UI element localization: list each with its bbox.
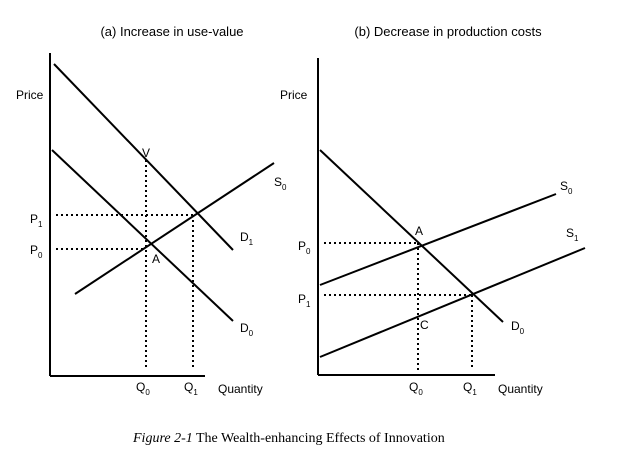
panel-a: (a) Increase in use-value Price V A S0 D… [16,24,287,397]
panel-b-supply-s1-line [319,247,586,358]
panel-a-demand-d1-line [53,63,234,251]
panel-a-supply-s0-line [74,162,275,295]
panel-b-q1-label: Q1 [463,380,477,397]
panel-b-point-c-label: C [420,318,429,332]
panel-a-title: (a) Increase in use-value [100,24,243,39]
panel-a-demand-d1-label: D1 [240,230,254,247]
panel-a-point-v-label: V [142,146,150,160]
panel-b-supply-s0-label: S0 [560,179,573,196]
panel-a-x-axis-label: Quantity [218,382,263,396]
panel-b-point-a-label: A [415,224,423,238]
figure-caption: Figure 2-1 The Wealth-enhancing Effects … [132,431,445,446]
panel-b-p0-label: P0 [298,239,311,256]
figure-caption-label: Figure 2-1 [132,431,193,446]
panel-b-supply-s1-label: S1 [566,226,579,243]
panel-b-demand-d0-line [319,149,504,323]
panel-a-p0-label: P0 [30,243,43,260]
panel-a-q1-label: Q1 [184,380,198,397]
panel-a-point-a-label: A [152,252,160,266]
panel-a-demand-d0-label: D0 [240,321,254,338]
panel-a-q0-label: Q0 [136,380,150,397]
panel-b-y-axis-label: Price [280,88,308,102]
panel-a-supply-s0-label: S0 [274,175,287,192]
panel-a-p1-label: P1 [30,212,43,229]
panel-b-p1-label: P1 [298,292,311,309]
panel-b-x-axis-label: Quantity [498,382,543,396]
panel-a-y-axis-label: Price [16,88,44,102]
figure-caption-text: The Wealth-enhancing Effects of Innovati… [193,431,445,446]
panel-b-title: (b) Decrease in production costs [354,24,542,39]
panel-a-demand-d0-line [51,149,234,322]
panel-b-demand-d0-label: D0 [511,319,525,336]
panel-b-supply-s0-line [319,193,557,286]
panel-b-q0-label: Q0 [409,380,423,397]
panel-b: (b) Decrease in production costs Price A… [280,24,586,397]
